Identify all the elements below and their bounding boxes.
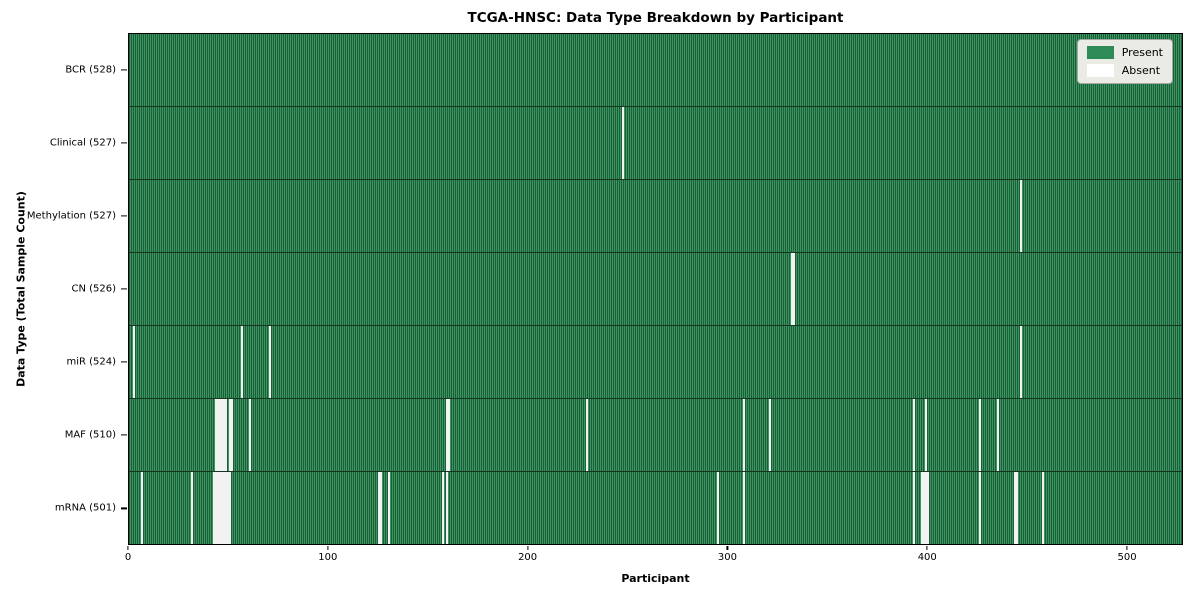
- absent-stripe: [228, 399, 231, 471]
- x-tick-label-100: 100: [318, 552, 338, 563]
- absent-stripe: [214, 399, 217, 471]
- x-tick-label-500: 500: [1117, 552, 1137, 563]
- absent-stripe: [132, 326, 135, 398]
- absent-stripe: [218, 472, 221, 544]
- absent-stripe: [717, 472, 720, 544]
- absent-stripe: [214, 472, 217, 544]
- y-tick-mark: [121, 507, 127, 510]
- absent-stripe: [743, 472, 746, 544]
- absent-stripe: [621, 107, 624, 179]
- x-tick-mark: [527, 546, 529, 550]
- absent-stripe: [743, 399, 746, 471]
- legend-label: Absent: [1121, 64, 1161, 77]
- absent-stripe: [140, 472, 143, 544]
- y-tick-label-Clinical: Clinical (527): [49, 137, 116, 149]
- absent-stripe: [769, 399, 772, 471]
- y-tick-label-BCR: BCR (528): [65, 64, 116, 76]
- absent-stripe: [388, 472, 391, 544]
- y-tick-label-Methylation: Methylation (527): [26, 210, 116, 222]
- x-tick-mark: [1126, 546, 1128, 550]
- x-axis: 0 100 200 300 400 500: [124, 545, 1183, 571]
- x-tick-label-0: 0: [124, 552, 132, 563]
- heatmap-row-Methylation: [129, 180, 1182, 253]
- absent-stripe: [791, 253, 794, 325]
- x-tick-mark: [726, 546, 729, 550]
- heatmap-row-mRNA: [129, 472, 1182, 544]
- absent-stripe: [380, 472, 383, 544]
- absent-stripe: [446, 472, 449, 544]
- absent-stripe: [924, 399, 927, 471]
- y-tick-mark: [121, 68, 127, 71]
- absent-stripe: [1020, 180, 1023, 252]
- absent-stripe: [446, 399, 449, 471]
- absent-stripe: [220, 399, 223, 471]
- absent-stripe: [248, 399, 251, 471]
- absent-stripe: [230, 399, 233, 471]
- legend: Present Absent: [1076, 39, 1173, 84]
- y-tick-mark: [121, 361, 127, 363]
- absent-stripe: [448, 399, 451, 471]
- absent-stripe: [222, 472, 225, 544]
- absent-stripe: [924, 472, 927, 544]
- absent-stripe: [912, 399, 915, 471]
- absent-stripe: [240, 326, 243, 398]
- absent-stripe: [378, 472, 381, 544]
- absent-stripe: [912, 472, 915, 544]
- legend-swatch-absent: [1086, 64, 1114, 77]
- absent-stripe: [224, 399, 227, 471]
- absent-stripe: [216, 399, 219, 471]
- x-tick-label-400: 400: [917, 552, 937, 563]
- absent-stripe: [190, 472, 193, 544]
- legend-label: Present: [1121, 46, 1163, 59]
- y-tick-mark: [121, 142, 127, 144]
- absent-stripe: [1016, 472, 1019, 544]
- x-axis-title: Participant: [621, 572, 690, 585]
- absent-stripe: [996, 399, 999, 471]
- x-tick-label-300: 300: [717, 552, 737, 563]
- absent-stripe: [793, 253, 796, 325]
- legend-entry-present: Present: [1086, 46, 1163, 59]
- legend-swatch-present: [1086, 46, 1114, 59]
- y-tick-mark: [121, 215, 127, 217]
- heatmap-row-miR: [129, 326, 1182, 399]
- y-tick-label-miR: miR (524): [66, 356, 116, 368]
- legend-entry-absent: Absent: [1086, 64, 1163, 77]
- y-tick-label-CN: CN (526): [71, 283, 116, 295]
- absent-stripe: [226, 472, 229, 544]
- absent-stripe: [1014, 472, 1017, 544]
- absent-stripe: [268, 326, 271, 398]
- absent-stripe: [222, 399, 225, 471]
- y-tick-mark: [121, 288, 127, 290]
- absent-stripe: [216, 472, 219, 544]
- x-tick-mark: [127, 546, 129, 550]
- chart-title: TCGA-HNSC: Data Type Breakdown by Partic…: [467, 10, 844, 26]
- absent-stripe: [978, 399, 981, 471]
- absent-stripe: [218, 399, 221, 471]
- heatmap-row-Clinical: [129, 107, 1182, 180]
- absent-stripe: [922, 472, 925, 544]
- absent-stripe: [228, 472, 231, 544]
- heatmap-row-BCR: [129, 34, 1182, 107]
- x-tick-mark: [327, 546, 329, 550]
- heatmap-row-CN: [129, 253, 1182, 326]
- x-tick-mark: [926, 546, 928, 550]
- absent-stripe: [212, 472, 215, 544]
- absent-stripe: [585, 399, 588, 471]
- y-tick-label-mRNA: mRNA (501): [54, 502, 116, 514]
- y-tick-mark: [121, 434, 127, 436]
- y-tick-label-MAF: MAF (510): [64, 429, 116, 441]
- absent-stripe: [224, 472, 227, 544]
- absent-stripe: [926, 472, 929, 544]
- heatmap-plot-area: [128, 33, 1183, 545]
- x-tick-label-200: 200: [518, 552, 538, 563]
- heatmap-row-MAF: [129, 399, 1182, 472]
- absent-stripe: [220, 472, 223, 544]
- absent-stripe: [920, 472, 923, 544]
- absent-stripe: [1020, 326, 1023, 398]
- absent-stripe: [1042, 472, 1045, 544]
- y-axis: BCR (528) Clinical (527) Methylation (527)…: [0, 33, 128, 545]
- absent-stripe: [978, 472, 981, 544]
- absent-stripe: [442, 472, 445, 544]
